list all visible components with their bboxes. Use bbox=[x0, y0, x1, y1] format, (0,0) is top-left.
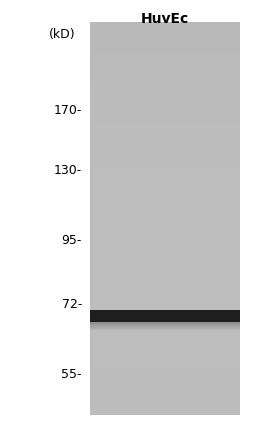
Text: 130-: 130- bbox=[54, 163, 82, 176]
Text: 72-: 72- bbox=[62, 299, 82, 311]
Text: 95-: 95- bbox=[62, 233, 82, 247]
Text: 55-: 55- bbox=[61, 369, 82, 381]
Text: (kD): (kD) bbox=[49, 28, 75, 41]
Text: 170-: 170- bbox=[54, 103, 82, 117]
Text: HuvEc: HuvEc bbox=[141, 12, 189, 26]
